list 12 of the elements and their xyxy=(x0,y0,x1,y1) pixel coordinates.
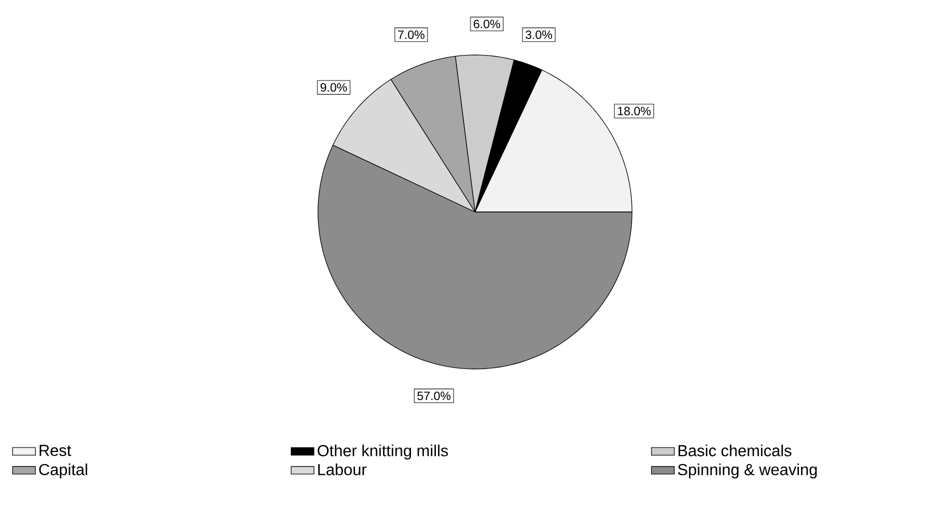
data-label: 9.0% xyxy=(320,83,347,92)
legend-label: Capital xyxy=(39,464,88,478)
legend-label: Spinning & weaving xyxy=(678,464,817,478)
data-label: 57.0% xyxy=(417,392,450,400)
legend-label: Basic chemicals xyxy=(678,444,792,456)
data-label: 7.0% xyxy=(398,30,424,39)
legend-label: Labour xyxy=(318,464,366,476)
data-label: 6.0% xyxy=(474,20,500,28)
legend-label: Rest xyxy=(40,444,72,456)
data-label: 3.0% xyxy=(526,30,552,39)
data-label: 18.0% xyxy=(618,106,651,116)
legend-label: Other knitting mills xyxy=(318,444,448,460)
